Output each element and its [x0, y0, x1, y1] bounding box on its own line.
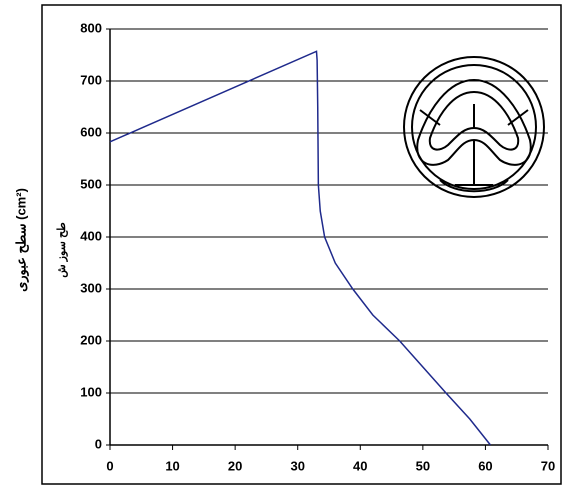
y-tick-label: 100: [80, 384, 102, 399]
y-axis-title: سطح عبوری (cm²): [13, 188, 29, 292]
y-tick-label: 0: [95, 436, 102, 451]
x-tick-label: 0: [106, 458, 113, 473]
data-line: [109, 50, 492, 446]
y-tick-label: 300: [80, 280, 102, 295]
x-tick-label: 70: [541, 458, 555, 473]
x-tick-label: 50: [416, 458, 430, 473]
y-tick-label: 400: [80, 228, 102, 243]
x-tick-label: 40: [353, 458, 367, 473]
y-tick-label: 200: [80, 332, 102, 347]
x-tick-label: 60: [478, 458, 492, 473]
y-tick-label: 500: [80, 176, 102, 191]
x-tick-label: 30: [290, 458, 304, 473]
annotation: طح سوز ش: [56, 222, 68, 278]
y-tick-label: 600: [80, 124, 102, 139]
x-tick-label: 10: [165, 458, 179, 473]
y-tick-label: 700: [80, 72, 102, 87]
y-tick-label: 800: [80, 20, 102, 35]
frame: [41, 4, 562, 485]
x-tick-label: 20: [228, 458, 242, 473]
